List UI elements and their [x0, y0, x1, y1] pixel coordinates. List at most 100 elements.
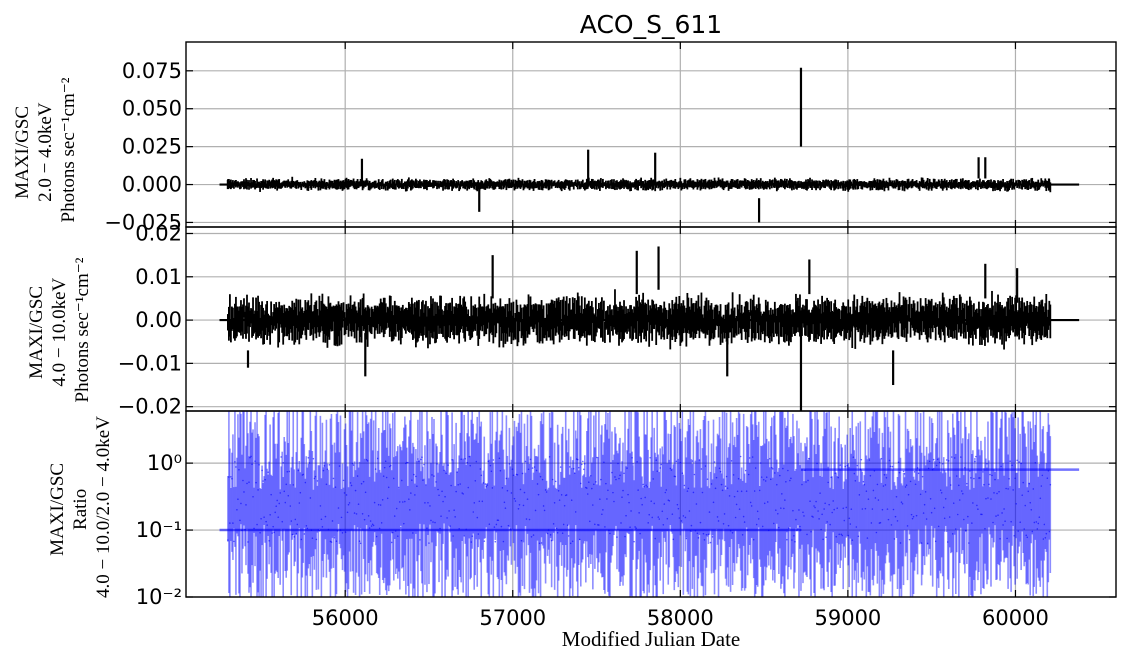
ratio-point — [477, 533, 480, 535]
ratio-point — [772, 468, 774, 470]
ratio-point — [705, 533, 708, 536]
ratio-point — [879, 521, 882, 524]
ratio-point — [727, 524, 730, 527]
ratio-point — [562, 523, 565, 526]
ratio-point — [708, 511, 711, 513]
ratio-point — [732, 474, 735, 476]
ratio-point — [722, 522, 725, 525]
ratio-point — [307, 457, 310, 459]
ratio-point — [751, 456, 754, 458]
ratio-point — [344, 531, 347, 534]
ratio-point — [330, 541, 333, 543]
ratio-point — [552, 523, 555, 525]
ratio-point — [766, 501, 769, 503]
ratio-point — [392, 477, 395, 480]
ratio-point — [450, 484, 452, 487]
ratio-point — [239, 519, 241, 522]
ratio-point — [999, 538, 1001, 540]
ratio-point — [718, 467, 721, 470]
ratio-point — [505, 477, 508, 480]
ratio-point — [994, 478, 996, 481]
ratio-point — [309, 497, 312, 499]
ratio-point — [790, 477, 792, 480]
ratio-point — [610, 462, 612, 464]
ratio-point — [849, 523, 852, 525]
ratio-point — [681, 472, 684, 475]
ratio-point — [627, 493, 629, 496]
ratio-point — [1037, 522, 1040, 525]
ratio-point — [696, 532, 699, 535]
ratio-point — [798, 509, 800, 511]
ratio-point — [1025, 534, 1027, 537]
ylabel-ratio-line2: Ratio — [70, 489, 91, 530]
ratio-point — [499, 469, 502, 472]
ratio-point — [987, 497, 989, 499]
ratio-point — [842, 507, 844, 510]
ratio-point — [526, 498, 529, 500]
ratio-point — [291, 533, 294, 536]
ratio-point — [594, 523, 596, 526]
ratio-point — [425, 484, 427, 486]
ratio-point — [979, 477, 981, 479]
ratio-point — [625, 514, 627, 517]
ratio-point — [945, 459, 948, 461]
ratio-point — [911, 517, 914, 520]
ratio-point — [488, 523, 491, 526]
ratio-point — [677, 507, 680, 510]
ratio-point — [756, 510, 759, 513]
ratio-point — [349, 482, 352, 484]
ratio-point — [963, 518, 965, 521]
ratio-point — [907, 493, 910, 496]
ratio-point — [828, 503, 830, 506]
ylabel-ratio-line3: 4.0 − 10.0/2.0 − 4.0keV — [93, 416, 114, 598]
ratio-point — [1016, 459, 1018, 462]
ratio-point — [289, 505, 292, 507]
ratio-point — [669, 467, 672, 470]
ratio-point — [624, 535, 626, 538]
ratio-point — [401, 479, 403, 482]
ratio-point — [791, 539, 793, 541]
ratio-point — [639, 532, 641, 535]
ratio-point — [1006, 537, 1008, 540]
ratio-point — [1045, 532, 1048, 535]
ratio-point — [506, 489, 509, 492]
ratio-point — [542, 505, 545, 507]
ratio-point — [730, 460, 733, 462]
ratio-point — [852, 456, 855, 458]
ratio-point — [680, 520, 683, 522]
ratio-point — [382, 475, 385, 477]
ratio-point — [264, 478, 266, 481]
ratio-point — [908, 538, 911, 541]
ratio-point — [591, 487, 593, 490]
ratio-point — [657, 516, 660, 518]
ratio-point — [363, 518, 366, 521]
ratio-point — [474, 480, 477, 482]
ratio-point — [599, 498, 601, 500]
y-tick-label: 10⁻¹ — [136, 518, 182, 542]
ratio-point — [821, 513, 823, 516]
ratio-point — [682, 515, 685, 517]
ratio-point — [758, 489, 761, 492]
ratio-point — [265, 520, 267, 523]
ratio-point — [726, 487, 729, 489]
ratio-point — [315, 538, 318, 541]
ratio-point — [992, 521, 994, 524]
y-tick-label: 0.00 — [135, 308, 182, 332]
ylabel-hard: MAXI/GSC 4.0 − 10.0keV Photons sec⁻¹cm⁻² — [26, 257, 93, 402]
ratio-point — [589, 520, 591, 523]
ratio-point — [459, 483, 461, 485]
ratio-point — [466, 461, 468, 464]
ratio-point — [337, 507, 340, 509]
ratio-point — [1015, 502, 1017, 505]
ratio-point — [917, 472, 920, 475]
ratio-point — [840, 533, 842, 536]
ratio-point — [663, 503, 666, 505]
ratio-point — [342, 479, 345, 482]
ratio-point — [958, 484, 960, 487]
ratio-point — [483, 540, 486, 542]
ratio-point — [868, 459, 871, 461]
ratio-point — [612, 491, 614, 494]
ratio-point — [632, 463, 634, 465]
ratio-point — [243, 491, 245, 493]
ratio-point — [468, 455, 470, 458]
